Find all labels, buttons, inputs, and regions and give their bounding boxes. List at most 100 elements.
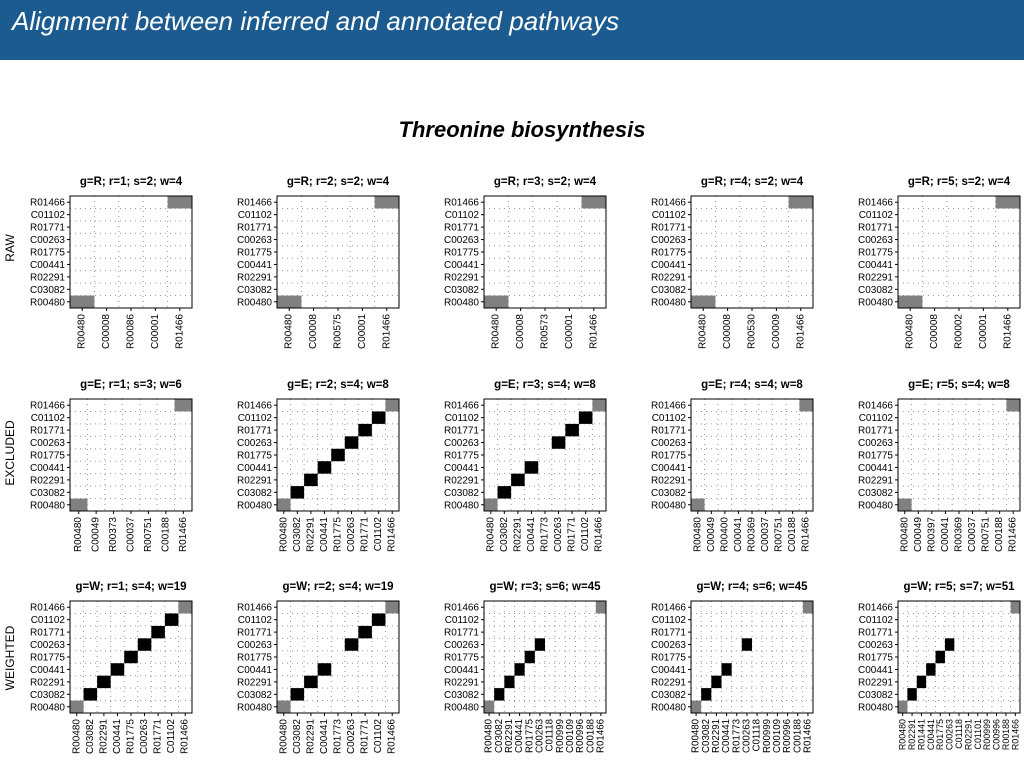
y-tick-label: R01771 xyxy=(237,426,272,437)
y-tick-label: R00480 xyxy=(651,500,686,511)
matched-cell xyxy=(565,423,579,437)
y-tick-label: R01771 xyxy=(858,628,893,639)
y-tick-label: R00480 xyxy=(444,702,479,713)
x-tick-label: R00996 xyxy=(782,719,793,753)
y-tick-label: R01775 xyxy=(651,653,686,664)
y-tick-label: R02291 xyxy=(30,677,65,688)
x-tick-label: C00008 xyxy=(101,314,112,349)
matched-cell xyxy=(711,675,722,689)
y-tick-label: C01102 xyxy=(859,413,894,424)
matched-cell xyxy=(97,675,111,689)
matched-cell xyxy=(524,461,539,474)
endpoint-cell xyxy=(581,196,606,209)
x-tick-label: R00400 xyxy=(719,517,730,552)
x-tick-label: C00441 xyxy=(721,719,732,753)
x-tick-label: C00037 xyxy=(760,517,771,552)
x-tick-label: C01101 xyxy=(973,719,983,749)
matched-cell xyxy=(290,688,305,701)
endpoint-cell xyxy=(70,498,88,511)
x-tick-label: R02291 xyxy=(512,517,523,552)
y-tick-label: C01102 xyxy=(652,210,687,221)
y-tick-label: R00480 xyxy=(858,500,893,511)
matched-cell xyxy=(290,486,305,499)
x-tick-label: C00008 xyxy=(515,314,526,349)
x-tick-label: C00001 xyxy=(978,314,989,349)
x-tick-label: R00480 xyxy=(485,517,496,552)
heatmap-panel-10: g=W; r=1; s=4; w=19R01466C01102R01771C00… xyxy=(30,581,193,754)
x-tick-label: C00037 xyxy=(967,517,978,552)
x-tick-label: R00751 xyxy=(774,517,785,552)
x-tick-label: C00263 xyxy=(553,517,564,552)
matched-cell xyxy=(371,411,386,424)
endpoint-cell xyxy=(70,700,84,713)
x-tick-label: R02291 xyxy=(963,719,973,750)
y-tick-label: C03082 xyxy=(651,488,686,499)
x-tick-label: C01102 xyxy=(166,719,177,754)
matched-cell xyxy=(551,436,566,449)
x-tick-label: C00001 xyxy=(150,314,161,349)
y-tick-label: R01466 xyxy=(237,401,272,412)
x-tick-label: R01466 xyxy=(180,719,191,754)
y-tick-label: C00441 xyxy=(858,463,893,474)
panel-title: g=E; r=1; s=3; w=6 xyxy=(80,379,182,391)
x-tick-label: C00009 xyxy=(771,314,782,349)
y-tick-label: R01775 xyxy=(858,248,893,259)
y-tick-label: R01775 xyxy=(444,451,479,462)
x-tick-label: R01441 xyxy=(916,719,926,750)
y-tick-label: C03082 xyxy=(858,285,893,296)
x-tick-label: C01102 xyxy=(580,517,591,552)
x-tick-label: R00369 xyxy=(954,517,965,552)
y-tick-label: C00441 xyxy=(858,665,893,676)
y-tick-label: R01466 xyxy=(444,401,479,412)
x-tick-label: R00480 xyxy=(284,314,295,349)
y-tick-label: C01102 xyxy=(238,413,273,424)
x-tick-label: R00480 xyxy=(691,718,702,753)
endpoint-cell xyxy=(691,498,705,511)
matched-cell xyxy=(524,650,535,664)
y-tick-label: R01771 xyxy=(444,223,479,234)
y-tick-label: R01775 xyxy=(651,451,686,462)
x-tick-label: C00441 xyxy=(514,719,525,753)
heatmap-panel-0: g=R; r=1; s=2; w=4R01466C01102R01771C002… xyxy=(30,176,193,349)
x-tick-label: C01118 xyxy=(954,719,964,749)
y-tick-label: C00263 xyxy=(237,438,272,449)
x-tick-label: R00999 xyxy=(762,719,773,753)
x-tick-label: R00369 xyxy=(747,517,758,552)
x-tick-label: R00480 xyxy=(77,314,88,349)
y-tick-label: R02291 xyxy=(651,272,686,283)
x-tick-label: C03082 xyxy=(494,719,505,753)
y-tick-label: C00441 xyxy=(858,260,893,271)
matched-cell xyxy=(344,436,359,449)
x-tick-label: C00008 xyxy=(929,314,940,349)
y-tick-label: C00263 xyxy=(858,438,893,449)
y-tick-label: R02291 xyxy=(30,272,65,283)
y-tick-label: R02291 xyxy=(651,677,686,688)
x-tick-label: C00263 xyxy=(346,517,357,552)
y-tick-label: C00263 xyxy=(858,235,893,246)
x-tick-label: R00480 xyxy=(278,517,289,552)
y-tick-label: R02291 xyxy=(651,475,686,486)
y-tick-label: R01775 xyxy=(30,451,65,462)
heatmap-panel-14: g=W; r=5; s=7; w=51R01466C01102R01771C00… xyxy=(858,581,1021,750)
y-tick-label: C00263 xyxy=(858,640,893,651)
x-tick-label: C00441 xyxy=(112,719,123,754)
header-bar: Alignment between inferred and annotated… xyxy=(0,0,1024,60)
heatmap-panel-11: g=W; r=2; s=4; w=19R01466C01102R01771C00… xyxy=(237,581,400,754)
x-tick-label: R00397 xyxy=(926,517,937,552)
x-tick-label: R01466 xyxy=(1008,517,1019,552)
y-tick-label: R02291 xyxy=(858,272,893,283)
x-tick-label: R00480 xyxy=(899,517,910,552)
x-tick-label: R02291 xyxy=(98,719,109,754)
y-tick-label: C03082 xyxy=(30,285,65,296)
matched-cell xyxy=(534,638,545,651)
x-tick-label: C00441 xyxy=(526,517,537,552)
x-tick-label: R01771 xyxy=(360,719,371,754)
endpoint-cell xyxy=(592,399,606,412)
y-tick-label: R00480 xyxy=(237,500,272,511)
x-tick-label: R02291 xyxy=(907,719,917,750)
endpoint-cell xyxy=(484,700,495,713)
y-tick-label: R01466 xyxy=(30,198,65,209)
y-tick-label: R01771 xyxy=(444,628,479,639)
matched-cell xyxy=(935,650,945,664)
x-tick-label: R01466 xyxy=(795,314,806,349)
